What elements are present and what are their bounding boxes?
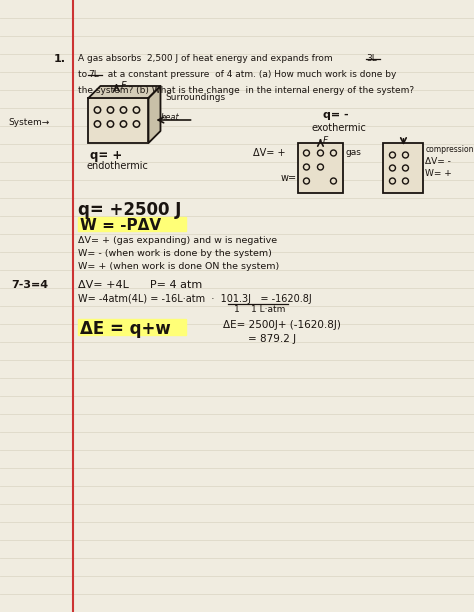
Text: Surroundings: Surroundings [165, 93, 226, 102]
Text: ΔE = q+w: ΔE = q+w [81, 320, 171, 338]
Text: 7-3=4: 7-3=4 [11, 280, 49, 290]
Bar [79, 217, 186, 231]
Text: the system? (b) What is the change  in the internal energy of the system?: the system? (b) What is the change in th… [79, 86, 415, 95]
Text: ΔV= +4L      P= 4 atm: ΔV= +4L P= 4 atm [79, 280, 203, 290]
Text: ΔV= + (gas expanding) and w is negative: ΔV= + (gas expanding) and w is negative [79, 236, 278, 245]
Text: F: F [322, 136, 328, 145]
Text: W = -PΔV: W = -PΔV [81, 218, 162, 233]
Bar [89, 98, 148, 143]
Text: ΔV= -: ΔV= - [426, 157, 451, 166]
Text: exothermic: exothermic [311, 123, 366, 133]
Text: 3L: 3L [366, 54, 377, 63]
Text: ΔE= 2500J+ (-1620.8J): ΔE= 2500J+ (-1620.8J) [223, 320, 341, 330]
Text: to: to [79, 70, 91, 79]
Text: 7L: 7L [89, 70, 99, 79]
Text: W= + (when work is done ON the system): W= + (when work is done ON the system) [79, 262, 280, 271]
Text: compression: compression [426, 145, 474, 154]
Polygon shape [148, 86, 161, 143]
Text: W= +: W= + [426, 169, 452, 178]
Text: q= +: q= + [91, 149, 123, 162]
Text: A gas absorbs  2,500 J of heat energy and expands from: A gas absorbs 2,500 J of heat energy and… [79, 54, 336, 63]
Text: endothermic: endothermic [86, 161, 148, 171]
Text: gas: gas [346, 148, 361, 157]
Bar [299, 143, 344, 193]
Text: System→: System→ [9, 118, 50, 127]
Text: q= -: q= - [323, 110, 349, 120]
Text: F: F [120, 81, 126, 91]
Text: at a constant pressure  of 4 atm. (a) How much work is done by: at a constant pressure of 4 atm. (a) How… [102, 70, 397, 79]
Text: 1: 1 [234, 305, 239, 314]
Text: q= +2500 J: q= +2500 J [79, 201, 182, 219]
Text: ΔV= +: ΔV= + [254, 148, 286, 158]
Text: 1.: 1. [54, 54, 65, 64]
Text: heat: heat [161, 113, 179, 122]
Bar [79, 319, 186, 335]
Text: W= - (when work is done by the system): W= - (when work is done by the system) [79, 249, 273, 258]
Polygon shape [89, 86, 161, 98]
Text: w=: w= [281, 173, 297, 183]
Bar [383, 143, 423, 193]
Text: = 879.2 J: = 879.2 J [248, 334, 297, 344]
Text: 1 L·atm: 1 L·atm [252, 305, 286, 314]
Text: W= -4atm(4L) = -16L·atm  ·  101.3J   = -1620.8J: W= -4atm(4L) = -16L·atm · 101.3J = -1620… [79, 294, 312, 304]
